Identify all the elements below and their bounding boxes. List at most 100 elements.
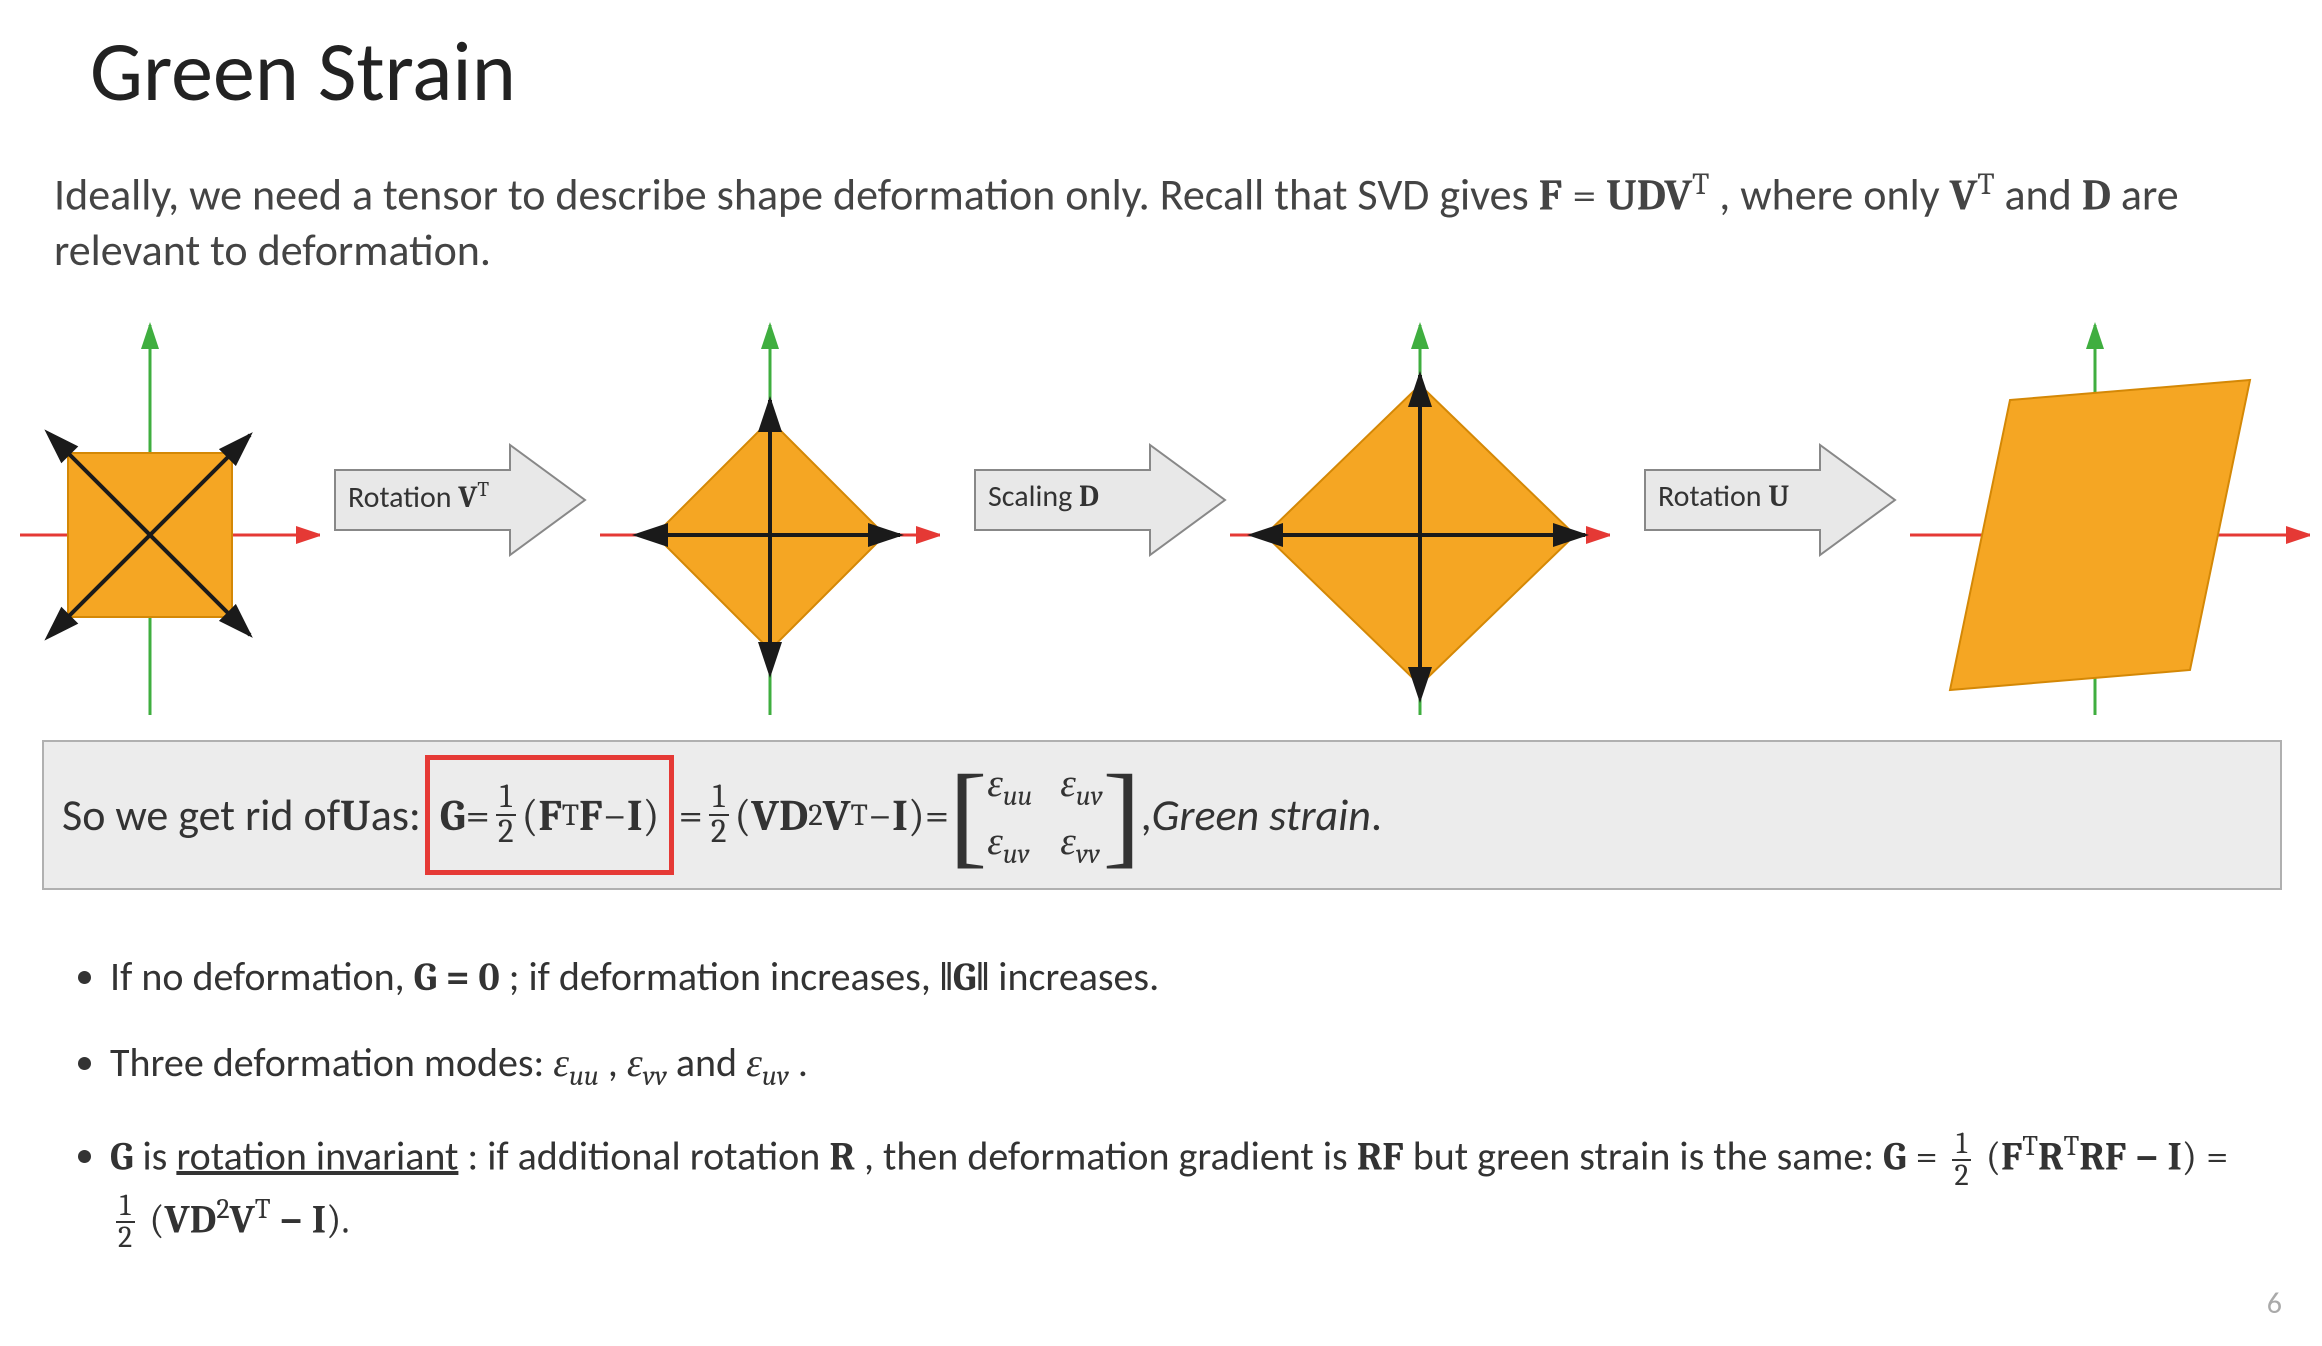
a3-U: U: [1768, 479, 1789, 514]
f-minus2: −: [868, 790, 892, 841]
f-eq3: =: [925, 790, 949, 841]
a1-text: Rotation: [348, 479, 458, 516]
big-arrow-2: Scaling D: [970, 440, 1230, 560]
b1e: increases.: [998, 952, 1159, 1001]
f-name: Green strain: [1152, 788, 1371, 842]
stage-1-svg: [20, 320, 320, 720]
b3-rp: ): [2182, 1133, 2197, 1179]
eps-vv: εvv: [1060, 818, 1102, 870]
mat-body: εuu εuv εuv εvv: [987, 760, 1102, 870]
math-eq: =: [1572, 170, 1606, 221]
arrow-2-label: Scaling D: [988, 478, 1099, 515]
b3oT: T: [255, 1193, 271, 1225]
a1-V: V: [458, 480, 477, 515]
b3c: rotation invariant: [176, 1131, 458, 1180]
stage-4-svg: [1910, 320, 2310, 720]
b3-half2: 12: [114, 1191, 136, 1253]
f-minus: −: [602, 790, 626, 841]
eps-uv1: εuv: [1060, 760, 1102, 812]
b3-eq2: =: [2206, 1133, 2228, 1179]
svd-diagram-row: Rotation VT Scaling D: [0, 320, 2322, 720]
b3m: RF − I: [2079, 1133, 2182, 1179]
f-half-n: 1: [496, 781, 516, 816]
b3-rp2: ).: [326, 1196, 350, 1242]
f-half-d: 2: [494, 816, 518, 849]
b2c: ,: [608, 1038, 627, 1087]
b3-half: 12: [1951, 1129, 1973, 1191]
f-U: U: [340, 790, 371, 841]
b2bv: εvv: [627, 1040, 667, 1086]
b3lT: T: [2064, 1130, 2080, 1162]
f-as: as:: [371, 788, 421, 842]
math-T2: T: [1977, 166, 1994, 202]
f-I: I: [627, 790, 643, 841]
b1a: If no deformation,: [110, 952, 414, 1001]
stage-4: [1910, 320, 2310, 720]
a3-text: Rotation: [1658, 478, 1768, 515]
intro-part2: , where only: [1719, 168, 1949, 222]
b3o: V: [230, 1196, 255, 1242]
math-VT: V: [1950, 170, 1978, 221]
math-F: F: [1539, 170, 1563, 221]
f-half2-n: 1: [709, 781, 729, 816]
f-rp: ): [643, 790, 660, 841]
f-rp2: ): [908, 790, 925, 841]
b3b: is: [143, 1131, 177, 1180]
b3n: VD: [165, 1196, 217, 1242]
b3k: F: [2001, 1133, 2022, 1179]
epsilon-matrix: [ εuu εuv εuv εvv ]: [949, 760, 1141, 870]
math-T: T: [1692, 166, 1709, 202]
lbrack: [: [949, 769, 987, 861]
bullet-list: If no deformation, G = 0 ; if deformatio…: [110, 950, 2242, 1285]
b3hd: 2: [1951, 1161, 1973, 1191]
intro-part1: Ideally, we need a tensor to describe sh…: [54, 168, 1539, 222]
f-eq2: =: [678, 790, 702, 841]
intro-text: Ideally, we need a tensor to describe sh…: [54, 165, 2262, 278]
f-lp2: (: [734, 790, 751, 841]
f-V2: V: [823, 790, 851, 841]
bullet-1: If no deformation, G = 0 ; if deformatio…: [110, 950, 2242, 1004]
a1-T: T: [477, 478, 489, 502]
math-UDV: UDV: [1606, 170, 1692, 221]
b3e: R: [829, 1133, 855, 1179]
b3f: , then deformation gradient is: [864, 1131, 1357, 1180]
f-T2b: T: [851, 797, 868, 833]
f-F2: F: [579, 790, 603, 841]
b1b: G = 0: [414, 954, 500, 1000]
b2b: εuu: [553, 1040, 599, 1086]
f-comma: ,: [1141, 788, 1152, 842]
f-half: 12: [494, 781, 518, 849]
bullet-3: G is rotation invariant : if additional …: [110, 1128, 2242, 1254]
b3d: : if additional rotation: [467, 1131, 829, 1180]
b3h: but green strain is the same:: [1413, 1131, 1883, 1180]
b3hd2: 2: [114, 1223, 136, 1253]
stage-3-svg: [1230, 320, 1610, 720]
b3a: G: [110, 1133, 133, 1179]
formula-bar: So we get rid of U as: G = 12 (FTF − I) …: [42, 740, 2282, 890]
f-half2-d: 2: [707, 816, 731, 849]
b3kT: T: [2022, 1130, 2038, 1162]
b2e: .: [798, 1038, 808, 1087]
f-sq: 2: [808, 797, 823, 833]
bullet-2: Three deformation modes: εuu , εvv and ε…: [110, 1036, 2242, 1096]
eps-uu: εuu: [987, 760, 1032, 812]
b3-lp2: (: [149, 1196, 164, 1242]
stage-1: [20, 320, 320, 720]
red-highlight-box: G = 12 (FTF − I): [425, 755, 675, 875]
big-arrow-1: Rotation VT: [330, 440, 590, 560]
b1d: ‖G‖: [940, 954, 989, 1000]
b3i: G: [1883, 1133, 1906, 1179]
page-title: Green Strain: [90, 20, 516, 123]
f-pre: So we get rid of: [62, 788, 340, 842]
b3j: =: [1916, 1133, 1947, 1179]
b3g: RF: [1357, 1133, 1404, 1179]
f-lp: (: [522, 790, 539, 841]
intro-part3: and: [2004, 168, 2081, 222]
a2-D: D: [1079, 479, 1099, 514]
f-VD: VD: [751, 790, 808, 841]
f-dot: .: [1371, 788, 1382, 842]
b2buv: εuv: [746, 1040, 789, 1086]
b3hn: 1: [1952, 1129, 1971, 1161]
arrow-3-label: Rotation U: [1658, 478, 1789, 515]
b3-lp: (: [1986, 1133, 2001, 1179]
